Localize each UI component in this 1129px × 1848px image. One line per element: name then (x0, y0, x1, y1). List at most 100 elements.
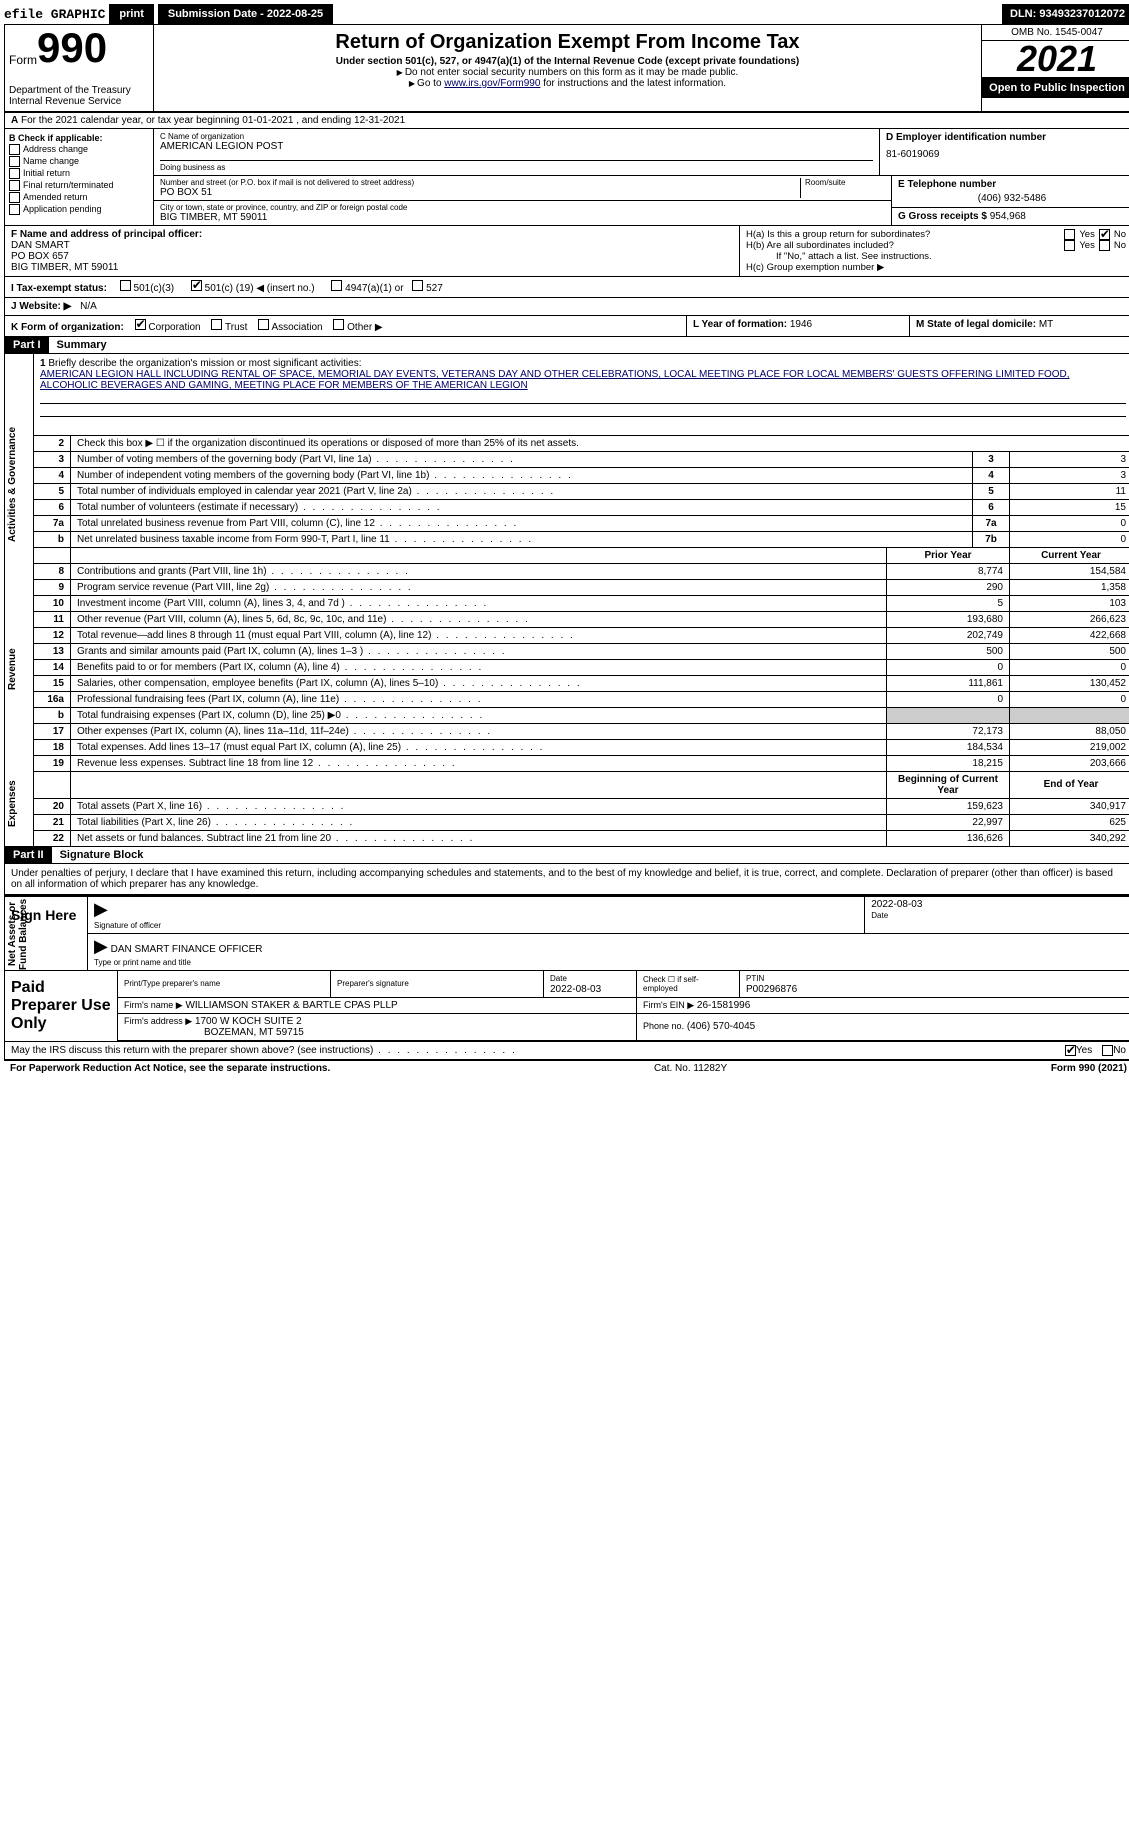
officer-label: F Name and address of principal officer: (11, 229, 733, 240)
form-subtitle: Under section 501(c), 527, or 4947(a)(1)… (162, 56, 973, 67)
table-row: 7aTotal unrelated business revenue from … (34, 515, 1129, 531)
irs-link[interactable]: www.irs.gov/Form990 (444, 78, 540, 89)
cat-number: Cat. No. 11282Y (654, 1063, 727, 1074)
side-revenue: Revenue (7, 624, 18, 714)
table-row: 5Total number of individuals employed in… (34, 483, 1129, 499)
part1-title: Summary (49, 339, 107, 351)
submission-date-button[interactable]: Submission Date - 2022-08-25 (158, 4, 333, 24)
lbl-amended: Amended return (23, 192, 88, 202)
col-b-checkboxes: B Check if applicable: Address change Na… (5, 129, 154, 225)
opt-corp: Corporation (148, 322, 200, 333)
efile-label: efile GRAPHIC (4, 7, 105, 22)
officer-addr2: BIG TIMBER, MT 59011 (11, 262, 733, 273)
chk-name-change[interactable] (9, 156, 20, 167)
side-expenses: Expenses (7, 729, 18, 879)
q1-mission: 1 Briefly describe the organization's mi… (34, 354, 1129, 435)
opt-527: 527 (426, 283, 443, 294)
dba-label: Doing business as (160, 163, 873, 172)
row-a-period: A For the 2021 calendar year, or tax yea… (4, 113, 1129, 129)
officer-block: F Name and address of principal officer:… (5, 226, 740, 276)
table-row: 12Total revenue—add lines 8 through 11 (… (34, 627, 1129, 643)
row-i-tax-status: I Tax-exempt status: 501(c)(3) 501(c) (1… (4, 277, 1129, 298)
colb-header: B Check if applicable: (9, 133, 149, 143)
q1-text: Briefly describe the organization's miss… (48, 358, 361, 369)
expenses-table: 13Grants and similar amounts paid (Part … (34, 643, 1129, 771)
chk-4947[interactable] (331, 280, 342, 291)
hb-yes-chk[interactable] (1064, 240, 1075, 251)
table-row: 16aProfessional fundraising fees (Part I… (34, 691, 1129, 707)
sig-name: DAN SMART FINANCE OFFICER (111, 944, 263, 955)
hb-no: No (1114, 240, 1126, 251)
firm-phone: (406) 570-4045 (687, 1021, 755, 1032)
chk-initial-return[interactable] (9, 168, 20, 179)
table-row: 15Salaries, other compensation, employee… (34, 675, 1129, 691)
form-note2: Go to www.irs.gov/Form990 for instructio… (162, 78, 973, 89)
prep-sig-label: Preparer's signature (337, 979, 409, 988)
open-to-public: Open to Public Inspection (982, 78, 1129, 98)
lbl-initial-return: Initial return (23, 168, 70, 178)
table-row: 18Total expenses. Add lines 13–17 (must … (34, 739, 1129, 755)
chk-app-pending[interactable] (9, 204, 20, 215)
chk-other[interactable] (333, 319, 344, 330)
ptin-value: P00296876 (746, 984, 797, 995)
hb-no-chk[interactable] (1099, 240, 1110, 251)
ha-label: H(a) Is this a group return for subordin… (746, 229, 1060, 240)
lbl-address-change: Address change (23, 144, 88, 154)
revenue-table: Prior YearCurrent Year 8Contributions an… (34, 547, 1129, 643)
opt-4947: 4947(a)(1) or (345, 283, 403, 294)
table-row: 8Contributions and grants (Part VIII, li… (34, 563, 1129, 579)
firm-name-label: Firm's name ▶ (124, 1000, 183, 1010)
header-center: Return of Organization Exempt From Incom… (154, 25, 981, 111)
discuss-no-chk[interactable] (1102, 1045, 1113, 1056)
table-row: bTotal fundraising expenses (Part IX, co… (34, 707, 1129, 723)
chk-501c[interactable] (191, 280, 202, 291)
room-label: Room/suite (805, 178, 885, 187)
col-c: C Name of organization AMERICAN LEGION P… (154, 129, 1129, 225)
chk-assoc[interactable] (258, 319, 269, 330)
gross-value: 954,968 (990, 211, 1026, 222)
part1-body: Activities & Governance Revenue Expenses… (4, 354, 1129, 847)
chk-final-return[interactable] (9, 180, 20, 191)
ha-no-chk[interactable] (1099, 229, 1110, 240)
chk-corp[interactable] (135, 319, 146, 330)
website-label: J Website: ▶ (11, 301, 71, 312)
side-governance: Activities & Governance (7, 384, 18, 584)
prep-name-label: Print/Type preparer's name (124, 979, 220, 988)
chk-amended[interactable] (9, 192, 20, 203)
print-button[interactable]: print (109, 4, 153, 24)
year-formed-label: L Year of formation: (693, 319, 787, 330)
ha-yes-chk[interactable] (1064, 229, 1075, 240)
mission-text[interactable]: AMERICAN LEGION HALL INCLUDING RENTAL OF… (40, 369, 1070, 391)
chk-527[interactable] (412, 280, 423, 291)
addr-value: PO BOX 51 (160, 187, 800, 198)
form-footer: Form 990 (2021) (1051, 1063, 1127, 1074)
firm-ein: 26-1581996 (697, 1000, 750, 1011)
opt-assoc: Association (271, 322, 322, 333)
chk-501c3[interactable] (120, 280, 131, 291)
tax-status-label: I Tax-exempt status: (11, 283, 107, 294)
end-year-hdr: End of Year (1010, 771, 1129, 798)
prior-year-hdr: Prior Year (887, 547, 1010, 563)
opt-501c-a: 501(c) ( (205, 283, 239, 294)
period-text: For the 2021 calendar year, or tax year … (21, 115, 405, 126)
addr-label: Number and street (or P.O. box if mail i… (160, 178, 800, 187)
table-row: 11Other revenue (Part VIII, column (A), … (34, 611, 1129, 627)
opt-trust: Trust (225, 322, 247, 333)
city-value: BIG TIMBER, MT 59011 (160, 212, 885, 223)
table-row: 17Other expenses (Part IX, column (A), l… (34, 723, 1129, 739)
opt-501c-c: ) ◀ (insert no.) (250, 283, 314, 294)
firm-ein-label: Firm's EIN ▶ (643, 1000, 694, 1010)
table-row: 13Grants and similar amounts paid (Part … (34, 643, 1129, 659)
table-row: 20Total assets (Part X, line 16)159,6233… (34, 798, 1129, 814)
chk-address-change[interactable] (9, 144, 20, 155)
header-left: Form 990 Department of the Treasury Inte… (5, 25, 154, 111)
gross-label: G Gross receipts $ (898, 211, 987, 222)
tax-year: 2021 (982, 41, 1129, 78)
chk-trust[interactable] (211, 319, 222, 330)
table-row: 14Benefits paid to or for members (Part … (34, 659, 1129, 675)
formorg-label: K Form of organization: (11, 322, 124, 333)
domicile: MT (1039, 319, 1053, 330)
paid-preparer-block: Paid Preparer Use Only Print/Type prepar… (4, 971, 1129, 1042)
note2-post: for instructions and the latest informat… (540, 78, 726, 89)
discuss-yes-chk[interactable] (1065, 1045, 1076, 1056)
